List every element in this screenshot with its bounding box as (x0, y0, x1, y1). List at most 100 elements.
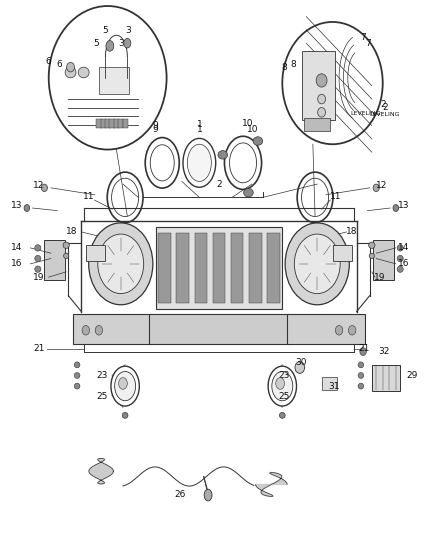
Text: 13: 13 (398, 201, 410, 210)
Ellipse shape (349, 326, 356, 335)
Ellipse shape (64, 253, 69, 259)
Text: 3: 3 (126, 27, 131, 36)
Ellipse shape (24, 205, 30, 212)
Text: 29: 29 (407, 371, 418, 380)
Ellipse shape (369, 242, 375, 248)
Ellipse shape (82, 326, 89, 335)
Ellipse shape (65, 67, 76, 78)
Text: 23: 23 (278, 371, 290, 380)
Ellipse shape (218, 151, 228, 159)
Ellipse shape (74, 383, 80, 389)
Text: LEVELING: LEVELING (350, 111, 381, 116)
Text: 31: 31 (328, 382, 339, 391)
Ellipse shape (122, 413, 128, 418)
Text: 19: 19 (33, 273, 44, 281)
Ellipse shape (41, 184, 47, 191)
Ellipse shape (145, 138, 179, 188)
Text: 10: 10 (242, 119, 254, 128)
Bar (304, 118, 330, 131)
Text: 9: 9 (152, 125, 158, 134)
Text: 12: 12 (33, 181, 44, 190)
Ellipse shape (230, 143, 257, 183)
Text: 5: 5 (102, 27, 108, 36)
Ellipse shape (397, 266, 403, 272)
Bar (86, 245, 106, 261)
Bar (123, 119, 128, 128)
Bar (373, 240, 394, 280)
Bar (194, 233, 207, 303)
Text: 16: 16 (398, 260, 410, 268)
Bar (73, 314, 151, 344)
Text: 1: 1 (197, 119, 202, 128)
Text: 18: 18 (66, 228, 77, 237)
Ellipse shape (397, 255, 403, 262)
Ellipse shape (35, 245, 41, 251)
Ellipse shape (301, 178, 328, 216)
Ellipse shape (369, 253, 374, 259)
Bar (114, 119, 119, 128)
Ellipse shape (74, 362, 80, 368)
Ellipse shape (360, 348, 366, 356)
Ellipse shape (150, 145, 174, 181)
Text: 5: 5 (93, 39, 99, 48)
Text: 2: 2 (380, 100, 385, 109)
Text: 11: 11 (330, 192, 342, 201)
Text: 14: 14 (398, 244, 410, 253)
Circle shape (283, 22, 383, 144)
Text: 25: 25 (96, 392, 108, 401)
Text: 18: 18 (346, 228, 357, 237)
Text: 6: 6 (45, 58, 51, 66)
Bar (267, 233, 279, 303)
Ellipse shape (63, 242, 69, 248)
Bar (110, 119, 115, 128)
Text: 9: 9 (153, 121, 159, 130)
Ellipse shape (224, 136, 261, 189)
Text: 16: 16 (11, 260, 22, 268)
Text: 8: 8 (281, 63, 287, 71)
Ellipse shape (95, 326, 102, 335)
Ellipse shape (88, 223, 153, 305)
Ellipse shape (112, 178, 139, 216)
Ellipse shape (35, 255, 41, 262)
Ellipse shape (78, 67, 89, 78)
Text: 10: 10 (247, 125, 259, 134)
Bar (44, 240, 65, 280)
Text: 7: 7 (360, 34, 366, 43)
Ellipse shape (111, 366, 139, 406)
Bar (372, 365, 400, 391)
Text: 7: 7 (365, 39, 371, 48)
Bar (159, 233, 171, 303)
Text: 1: 1 (197, 125, 202, 134)
Ellipse shape (187, 144, 212, 181)
Ellipse shape (295, 362, 304, 373)
Bar (213, 233, 225, 303)
Ellipse shape (358, 373, 364, 378)
Ellipse shape (204, 489, 212, 501)
Text: 2: 2 (383, 102, 389, 111)
Bar (149, 314, 289, 344)
Polygon shape (256, 472, 287, 496)
Text: 6: 6 (57, 60, 63, 69)
Ellipse shape (268, 366, 297, 406)
Ellipse shape (106, 41, 114, 51)
Ellipse shape (397, 245, 403, 251)
Ellipse shape (74, 373, 80, 378)
Bar (101, 119, 106, 128)
Ellipse shape (297, 172, 333, 223)
Ellipse shape (124, 38, 131, 48)
Ellipse shape (276, 377, 285, 389)
Bar (96, 119, 102, 128)
Ellipse shape (358, 383, 364, 389)
Text: 32: 32 (378, 347, 390, 356)
Text: 12: 12 (376, 181, 388, 190)
Ellipse shape (318, 108, 325, 117)
Bar (231, 233, 244, 303)
Bar (118, 119, 124, 128)
Text: 8: 8 (290, 60, 296, 69)
Bar (99, 67, 130, 94)
Bar (249, 233, 261, 303)
Bar (321, 376, 337, 390)
Text: 30: 30 (295, 358, 306, 367)
Bar (332, 245, 352, 261)
Ellipse shape (393, 205, 399, 212)
